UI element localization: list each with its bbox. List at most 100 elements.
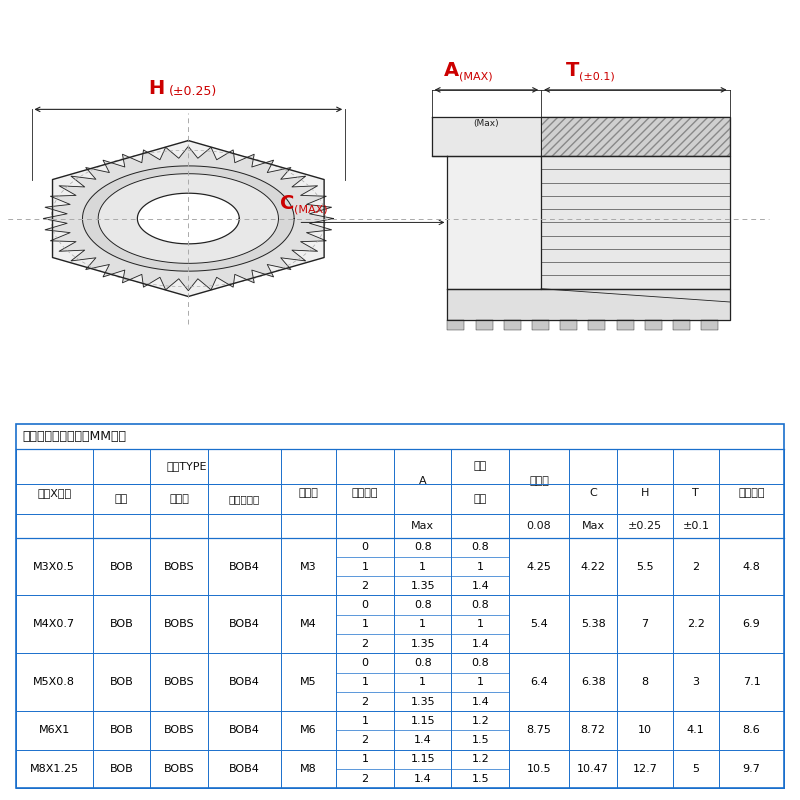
- Text: 8.75: 8.75: [526, 726, 551, 735]
- Text: 5: 5: [692, 764, 699, 774]
- Text: 1: 1: [477, 619, 484, 630]
- Text: 1.2: 1.2: [471, 716, 489, 726]
- Text: 6.4: 6.4: [530, 678, 548, 687]
- Text: 公制规格尺寸（单位MM）：: 公制规格尺寸（单位MM）：: [22, 430, 126, 443]
- Text: 0.8: 0.8: [414, 600, 431, 610]
- Text: 碳钢: 碳钢: [115, 494, 128, 504]
- Text: 4.25: 4.25: [526, 562, 551, 571]
- Polygon shape: [447, 289, 730, 320]
- Text: 5.4: 5.4: [530, 619, 548, 630]
- Text: 1: 1: [362, 754, 369, 764]
- Polygon shape: [138, 193, 239, 244]
- Text: BOB: BOB: [110, 619, 134, 630]
- Text: 0.8: 0.8: [471, 658, 489, 668]
- Text: 1.4: 1.4: [471, 581, 489, 591]
- Text: M6X1: M6X1: [38, 726, 70, 735]
- Text: ±0.25: ±0.25: [628, 521, 662, 530]
- Text: 7.1: 7.1: [742, 678, 760, 687]
- Text: T: T: [693, 488, 699, 498]
- Text: (Max): (Max): [474, 119, 499, 128]
- Text: Max: Max: [411, 521, 434, 530]
- Text: 2: 2: [362, 774, 369, 784]
- Text: BOB4: BOB4: [229, 562, 260, 571]
- Text: 1.5: 1.5: [471, 735, 489, 745]
- Text: BOB: BOB: [110, 678, 134, 687]
- Text: 8: 8: [642, 678, 649, 687]
- Text: 0: 0: [362, 600, 369, 610]
- Text: BOB4: BOB4: [229, 764, 260, 774]
- Text: ±0.1: ±0.1: [682, 521, 710, 530]
- Text: BOBS: BOBS: [164, 726, 194, 735]
- Text: 1.35: 1.35: [410, 581, 435, 591]
- Text: C: C: [590, 488, 597, 498]
- Text: M5: M5: [300, 678, 317, 687]
- Text: 0: 0: [362, 542, 369, 552]
- Text: BOBS: BOBS: [164, 764, 194, 774]
- Text: 0.8: 0.8: [414, 658, 431, 668]
- Text: 板孔径: 板孔径: [529, 476, 549, 486]
- Text: 1.4: 1.4: [414, 774, 431, 784]
- Text: 10: 10: [638, 726, 652, 735]
- Text: H: H: [641, 488, 650, 498]
- Text: 2: 2: [362, 735, 369, 745]
- Text: 4.8: 4.8: [742, 562, 761, 571]
- Text: 0.8: 0.8: [471, 542, 489, 552]
- Text: 6.38: 6.38: [581, 678, 606, 687]
- Text: (±0.1): (±0.1): [579, 71, 614, 82]
- Text: 1: 1: [362, 716, 369, 726]
- Text: 1: 1: [477, 562, 484, 571]
- Text: (±0.25): (±0.25): [169, 85, 217, 98]
- Polygon shape: [82, 166, 294, 271]
- Bar: [702, 320, 718, 330]
- Bar: [617, 320, 634, 330]
- Text: 3: 3: [692, 678, 699, 687]
- Bar: [504, 320, 521, 330]
- Text: BOB4: BOB4: [229, 678, 260, 687]
- Text: 2: 2: [362, 697, 369, 706]
- Text: (MAX): (MAX): [294, 205, 328, 214]
- Text: BOB: BOB: [110, 764, 134, 774]
- Text: 8.72: 8.72: [581, 726, 606, 735]
- Text: M4X0.7: M4X0.7: [33, 619, 75, 630]
- Bar: [560, 320, 577, 330]
- Text: 1.5: 1.5: [471, 774, 489, 784]
- Bar: [447, 320, 464, 330]
- Text: 2: 2: [362, 581, 369, 591]
- Text: 不锈钢: 不锈钢: [169, 494, 189, 504]
- Text: A: A: [444, 61, 459, 80]
- Text: 1: 1: [362, 619, 369, 630]
- Text: 1.4: 1.4: [471, 638, 489, 649]
- Text: 型号TYPE: 型号TYPE: [166, 461, 207, 471]
- Bar: [532, 320, 549, 330]
- Text: T: T: [566, 61, 579, 80]
- Text: 1: 1: [419, 562, 426, 571]
- Text: M8X1.25: M8X1.25: [30, 764, 79, 774]
- Text: 10.47: 10.47: [578, 764, 609, 774]
- Text: Max: Max: [582, 521, 605, 530]
- Polygon shape: [98, 174, 278, 263]
- Bar: [589, 320, 606, 330]
- Polygon shape: [541, 156, 730, 289]
- Text: M8: M8: [300, 764, 317, 774]
- Polygon shape: [541, 117, 730, 156]
- Text: 10.5: 10.5: [526, 764, 551, 774]
- Text: BOBS: BOBS: [164, 678, 194, 687]
- Text: H: H: [149, 78, 165, 98]
- Text: BOB4: BOB4: [229, 619, 260, 630]
- Text: 螺纹码: 螺纹码: [298, 488, 318, 498]
- Text: BOBS: BOBS: [164, 562, 194, 571]
- Text: 1: 1: [362, 562, 369, 571]
- Text: C: C: [280, 194, 294, 213]
- Text: 板厚: 板厚: [474, 494, 487, 504]
- Text: M6: M6: [300, 726, 317, 735]
- Text: M3: M3: [300, 562, 317, 571]
- Bar: [645, 320, 662, 330]
- Text: 1.4: 1.4: [471, 697, 489, 706]
- Text: 9.7: 9.7: [742, 764, 761, 774]
- Bar: [475, 320, 493, 330]
- Polygon shape: [447, 156, 541, 289]
- Text: 0: 0: [362, 658, 369, 668]
- Text: 7: 7: [642, 619, 649, 630]
- Text: 4.22: 4.22: [581, 562, 606, 571]
- Text: 5.5: 5.5: [636, 562, 654, 571]
